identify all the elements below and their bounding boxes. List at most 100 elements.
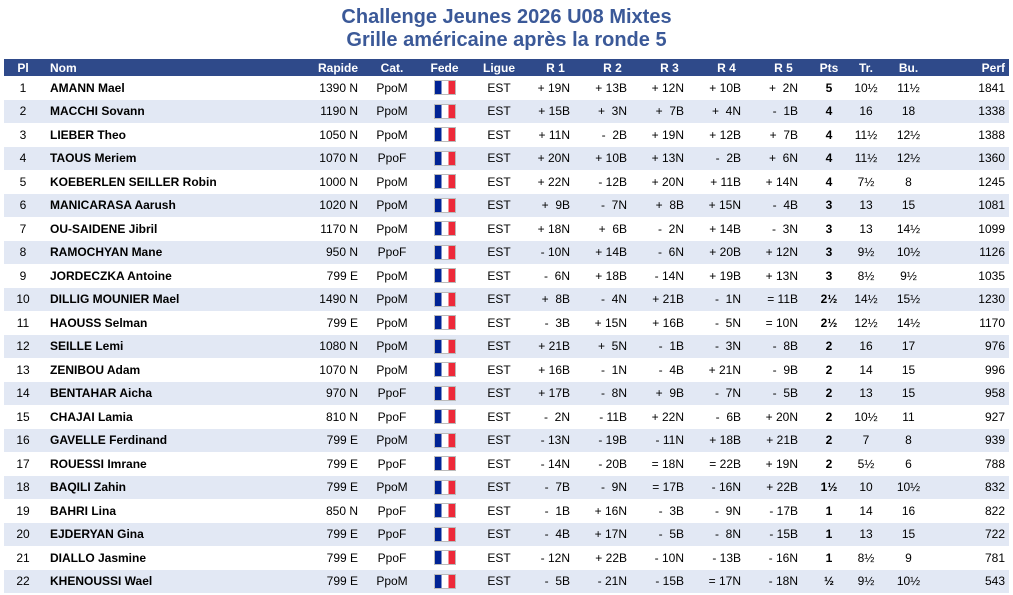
cell-perf: 543	[931, 569, 1009, 593]
cell-fede	[418, 381, 471, 405]
cell-round-4: - 9N	[698, 499, 755, 523]
player-name: MACCHI Sovann	[42, 99, 282, 123]
cell-rapide: 799 E	[282, 452, 366, 476]
cell-round-5: + 2N	[755, 76, 812, 100]
cell-round-5: + 22B	[755, 475, 812, 499]
cell-round-2: - 2B	[584, 123, 641, 147]
header-bu: Bu.	[886, 59, 931, 76]
cell-round-2: + 5N	[584, 334, 641, 358]
cell-round-1: - 13N	[527, 428, 584, 452]
france-flag-icon	[433, 362, 456, 378]
table-row: 18 BAQILI Zahin 799 E PpoM EST - 7B - 9N = 17B -…	[4, 475, 1009, 499]
cell-bu: 12½	[886, 146, 931, 170]
france-flag-icon	[433, 244, 456, 260]
cell-perf: 781	[931, 546, 1009, 570]
cell-tr: 8½	[846, 546, 886, 570]
cell-ligue: EST	[471, 405, 527, 429]
cell-bu: 15½	[886, 287, 931, 311]
player-name: ROUESSI Imrane	[42, 452, 282, 476]
cell-rapide: 1070 N	[282, 358, 366, 382]
cell-tr: 14	[846, 499, 886, 523]
cell-round-3: - 10N	[641, 546, 698, 570]
cell-perf: 1841	[931, 76, 1009, 100]
cell-round-4: - 8N	[698, 522, 755, 546]
cell-round-2: - 12B	[584, 170, 641, 194]
cell-round-5: + 21B	[755, 428, 812, 452]
cell-fede	[418, 522, 471, 546]
player-name: AMANN Mael	[42, 76, 282, 100]
cell-bu: 9	[886, 546, 931, 570]
cell-points: 1	[812, 499, 846, 523]
cell-pl: 4	[4, 146, 42, 170]
cell-ligue: EST	[471, 170, 527, 194]
cell-fede	[418, 428, 471, 452]
cell-round-4: + 14B	[698, 217, 755, 241]
france-flag-icon	[433, 80, 456, 96]
cell-round-1: - 12N	[527, 546, 584, 570]
cell-round-5: - 8B	[755, 334, 812, 358]
header-r4: R 4	[698, 59, 755, 76]
player-name: GAVELLE Ferdinand	[42, 428, 282, 452]
cell-points: 3	[812, 217, 846, 241]
cell-perf: 939	[931, 428, 1009, 452]
table-row: 12 SEILLE Lemi 1080 N PpoM EST + 21B + 5N - 1B -…	[4, 334, 1009, 358]
table-row: 2 MACCHI Sovann 1190 N PpoM EST + 15B + 3N + 7B…	[4, 99, 1009, 123]
cell-bu: 15	[886, 381, 931, 405]
header-r2: R 2	[584, 59, 641, 76]
cell-tr: 10½	[846, 76, 886, 100]
cell-ligue: EST	[471, 264, 527, 288]
cell-points: 2½	[812, 287, 846, 311]
cell-points: 2	[812, 381, 846, 405]
cell-fede	[418, 452, 471, 476]
cell-round-2: + 3N	[584, 99, 641, 123]
cell-round-1: + 11N	[527, 123, 584, 147]
cell-rapide: 1390 N	[282, 76, 366, 100]
cell-pl: 10	[4, 287, 42, 311]
cell-bu: 18	[886, 99, 931, 123]
standings-table: Pl Nom Rapide Cat. Fede Ligue R 1 R 2 R …	[4, 59, 1009, 593]
cell-tr: 7½	[846, 170, 886, 194]
cell-pl: 21	[4, 546, 42, 570]
cell-fede	[418, 499, 471, 523]
table-row: 1 AMANN Mael 1390 N PpoM EST + 19N + 13B + 12N +…	[4, 76, 1009, 100]
cell-round-3: = 17B	[641, 475, 698, 499]
cell-round-5: - 4B	[755, 193, 812, 217]
france-flag-icon	[433, 268, 456, 284]
cell-category: PpoF	[366, 546, 418, 570]
cell-bu: 11½	[886, 76, 931, 100]
cell-round-2: + 6B	[584, 217, 641, 241]
player-name: BAQILI Zahin	[42, 475, 282, 499]
cell-round-4: = 22B	[698, 452, 755, 476]
player-name: BENTAHAR Aicha	[42, 381, 282, 405]
cell-perf: 927	[931, 405, 1009, 429]
cell-category: PpoF	[366, 381, 418, 405]
france-flag-icon	[433, 479, 456, 495]
cell-points: 2	[812, 452, 846, 476]
cell-rapide: 1190 N	[282, 99, 366, 123]
cell-bu: 10½	[886, 475, 931, 499]
cell-ligue: EST	[471, 99, 527, 123]
cell-points: 4	[812, 123, 846, 147]
cell-pl: 19	[4, 499, 42, 523]
cell-points: 5	[812, 76, 846, 100]
cell-tr: 14½	[846, 287, 886, 311]
cell-points: 2	[812, 405, 846, 429]
table-row: 6 MANICARASA Aarush 1020 N PpoM EST + 9B - 7N +…	[4, 193, 1009, 217]
table-row: 10 DILLIG MOUNIER Mael 1490 N PpoM EST + 8B - …	[4, 287, 1009, 311]
cell-rapide: 799 E	[282, 311, 366, 335]
cell-pl: 15	[4, 405, 42, 429]
cell-bu: 14½	[886, 217, 931, 241]
player-name: MANICARASA Aarush	[42, 193, 282, 217]
cell-perf: 788	[931, 452, 1009, 476]
cell-fede	[418, 76, 471, 100]
cell-round-1: - 3B	[527, 311, 584, 335]
cell-points: 3	[812, 193, 846, 217]
player-name: RAMOCHYAN Mane	[42, 240, 282, 264]
cell-round-1: + 19N	[527, 76, 584, 100]
cell-ligue: EST	[471, 334, 527, 358]
header-pl: Pl	[4, 59, 42, 76]
cell-round-1: - 6N	[527, 264, 584, 288]
cell-ligue: EST	[471, 217, 527, 241]
cell-round-4: + 15N	[698, 193, 755, 217]
header-tr: Tr.	[846, 59, 886, 76]
